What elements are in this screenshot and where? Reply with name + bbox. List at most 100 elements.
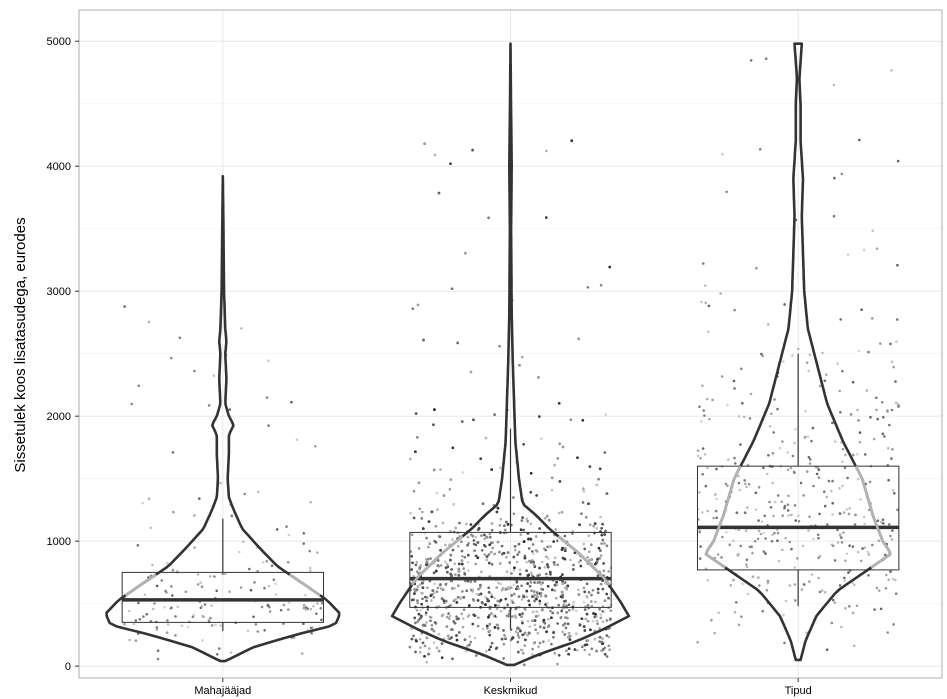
data-point [845,552,849,555]
data-point [549,573,552,576]
data-point [852,644,856,648]
data-point [609,618,612,621]
data-point [435,491,439,495]
data-point [562,623,565,627]
data-point [196,583,200,586]
data-point [581,501,585,504]
data-point [287,533,291,537]
data-point [528,603,531,607]
data-point [210,604,213,607]
data-point [419,564,423,567]
data-point [454,526,458,530]
data-point [414,563,418,567]
data-point [449,604,452,607]
data-point [577,337,580,341]
data-point [542,640,545,643]
data-point [832,83,836,87]
data-point [527,631,531,635]
data-point [252,615,255,619]
data-point [539,625,542,629]
data-point [511,601,515,604]
data-point [315,612,318,615]
data-point [545,555,548,558]
data-point [738,488,742,492]
data-point [811,426,815,430]
data-point [550,616,553,619]
data-point [446,570,449,574]
data-point [757,519,760,522]
data-point [707,304,711,308]
data-point [595,561,598,564]
data-point [876,519,880,522]
data-point [848,544,851,547]
data-point [532,563,536,567]
data-point [475,592,479,596]
data-point [486,597,489,601]
data-point [764,537,767,540]
data-point [499,466,502,470]
data-point [598,607,601,611]
data-point [500,544,504,548]
data-point [457,570,461,573]
data-point [466,544,469,547]
data-point [419,646,422,649]
data-point [147,497,151,501]
data-point [815,472,819,476]
data-point [882,415,885,419]
data-point [764,57,768,60]
data-point [582,489,586,493]
data-point [825,648,829,651]
data-point [411,598,414,602]
data-point [444,560,447,564]
data-point [302,532,306,535]
data-point [459,597,462,600]
data-point [517,650,520,654]
data-point [418,650,422,654]
data-point [744,482,747,486]
data-point [833,601,837,604]
data-point [851,611,855,615]
data-point [586,619,590,623]
data-point [521,652,525,655]
data-point [311,626,314,629]
data-point [776,407,779,411]
data-point [833,440,837,443]
data-point [486,627,489,630]
data-point [456,596,460,599]
data-point [438,535,442,538]
data-point [451,587,454,590]
data-point [737,415,741,418]
data-point [585,595,589,598]
data-point [745,563,748,566]
data-point [792,470,796,474]
data-point [597,546,601,550]
data-point [409,511,412,515]
data-point [198,497,201,500]
data-point [518,572,522,576]
data-point [590,543,593,546]
data-point [505,614,509,618]
data-point [513,614,517,617]
data-point [596,557,599,561]
data-point [778,446,782,450]
data-point [427,545,430,549]
data-point [863,522,866,526]
data-point [601,648,605,651]
data-point [542,626,546,629]
data-point [725,190,728,194]
data-point [748,545,751,549]
data-point [812,484,815,488]
data-point [777,559,781,563]
data-point [572,563,575,567]
data-point [726,403,729,407]
data-point [568,609,571,612]
data-point [609,609,613,612]
data-point [417,618,421,622]
data-point [423,142,426,145]
data-point [604,529,607,533]
data-point [897,403,900,407]
data-point [423,655,426,658]
data-point [499,562,502,565]
data-point [460,612,464,616]
data-point [583,608,587,611]
